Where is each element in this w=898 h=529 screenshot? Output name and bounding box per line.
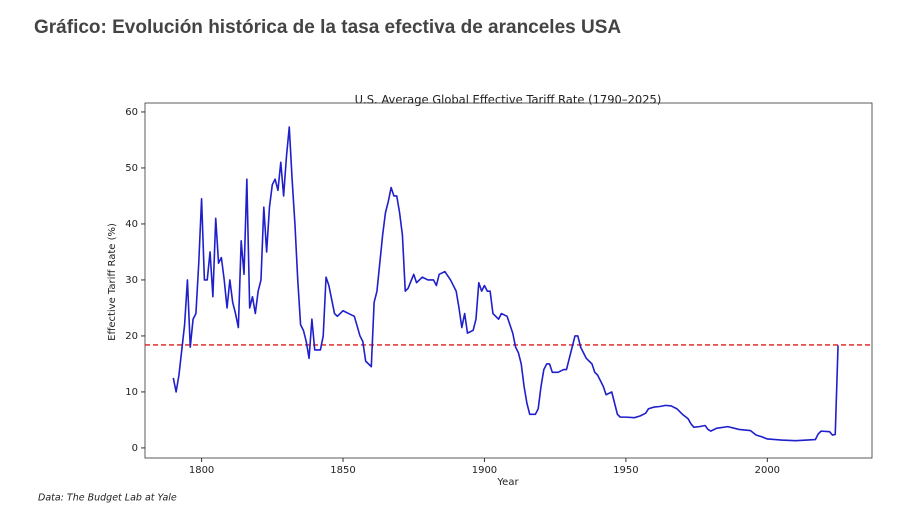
- plot-frame: [144, 102, 873, 459]
- chart-title: U.S. Average Global Effective Tariff Rat…: [355, 93, 662, 107]
- page-title: Gráfico: Evolución histórica de la tasa …: [34, 17, 622, 38]
- source-note: Data: The Budget Lab at Yale: [38, 493, 177, 504]
- x-tick-label: 1850: [330, 465, 355, 476]
- x-tick-label: 2000: [755, 465, 780, 476]
- y-tick-label: 20: [125, 331, 138, 342]
- y-tick-label: 60: [125, 107, 138, 118]
- y-tick-label: 30: [125, 275, 138, 286]
- y-tick-label: 40: [125, 219, 138, 230]
- y-tick-label: 0: [132, 443, 138, 454]
- y-tick-label: 50: [125, 163, 138, 174]
- y-axis-label: Effective Tariff Rate (%): [107, 223, 118, 341]
- x-axis-label: Year: [496, 477, 519, 488]
- tariff-line: [172, 126, 839, 442]
- y-tick-label: 10: [125, 387, 138, 398]
- x-tick-label: 1800: [189, 465, 214, 476]
- x-tick-label: 1950: [613, 465, 638, 476]
- x-tick-label: 1900: [472, 465, 497, 476]
